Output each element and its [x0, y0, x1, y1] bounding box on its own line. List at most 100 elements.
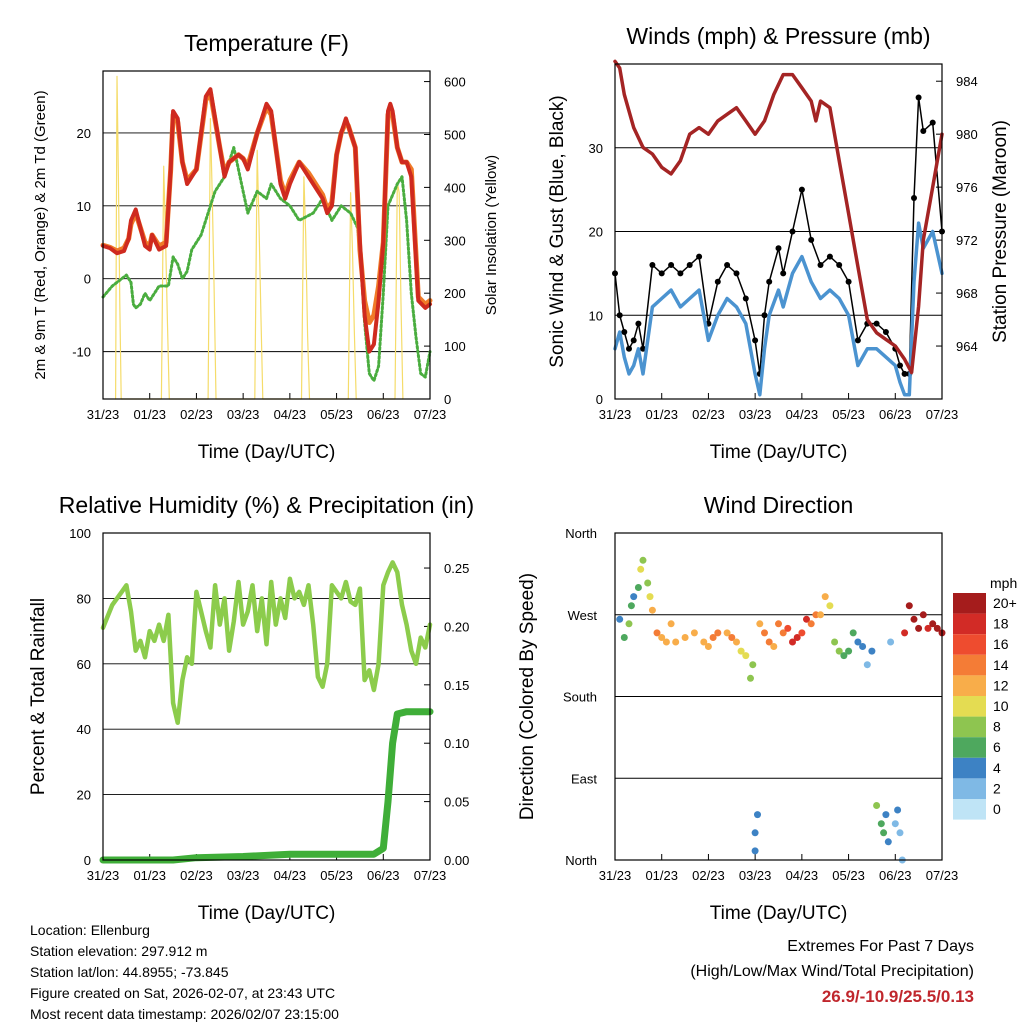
direction-point — [896, 829, 904, 837]
rh-ytick-label: 20 — [77, 788, 91, 803]
wdir-frame — [614, 532, 943, 861]
rh-y2tick-label: 0.15 — [444, 678, 469, 693]
wdir-xtick-label: 06/23 — [879, 868, 912, 883]
direction-point — [840, 652, 848, 660]
rh-ytick-label: 0 — [84, 853, 91, 868]
direction-point — [681, 634, 689, 641]
direction-point — [798, 629, 806, 637]
direction-point — [905, 602, 913, 610]
temp-y2tick-label: 0 — [444, 392, 451, 407]
direction-point — [929, 620, 937, 628]
speed-legend-label: 12 — [993, 677, 1009, 693]
winds-ytick-label: 10 — [589, 308, 603, 323]
direction-point — [803, 615, 810, 623]
extremes-box: Extremes For Past 7 Days (High/Low/Max W… — [690, 934, 974, 1009]
speed-legend-swatch — [953, 778, 986, 799]
temp-frame — [102, 70, 431, 400]
wdir-xtick-label: 07/23 — [926, 868, 959, 883]
direction-point — [919, 611, 927, 619]
speed-legend-label: 8 — [993, 719, 1001, 735]
wdir-xlabel: Time (Day/UTC) — [710, 903, 848, 924]
speed-legend-label: 14 — [993, 657, 1009, 673]
wdir-ytick-label: North — [565, 526, 597, 541]
temp-ytick-label: 20 — [77, 126, 91, 141]
rh-line — [100, 560, 433, 725]
temp-y2tick-label: 100 — [444, 339, 466, 354]
direction-point — [880, 829, 888, 837]
winds-xtick-label: 02/23 — [692, 407, 725, 422]
temp-xtick-label: 31/23 — [87, 407, 120, 422]
direction-point — [924, 624, 932, 632]
direction-point — [784, 624, 792, 632]
winds-y2tick-label: 984 — [956, 74, 978, 89]
direction-point — [620, 634, 628, 641]
direction-point — [754, 811, 761, 819]
rh-xtick-label: 04/23 — [274, 868, 307, 883]
temp-y2tick-label: 200 — [444, 286, 466, 301]
pressure-line — [613, 59, 944, 375]
direction-point — [877, 820, 885, 828]
winds-y2tick-label: 976 — [956, 180, 978, 195]
winds-xtick-label: 01/23 — [645, 407, 678, 422]
direction-point — [648, 606, 656, 614]
wdir-title: Wind Direction — [704, 492, 854, 518]
wdir-xtick-label: 02/23 — [692, 868, 725, 883]
speed-legend-swatch — [953, 737, 986, 758]
direction-point — [690, 629, 698, 637]
winds-xtick-label: 07/23 — [926, 407, 959, 422]
direction-point — [634, 584, 642, 591]
direction-point — [859, 643, 867, 650]
direction-point — [849, 629, 857, 637]
rh-title: Relative Humidity (%) & Precipitation (i… — [59, 492, 474, 518]
direction-point — [627, 602, 635, 610]
rh-ytick-label: 40 — [77, 722, 91, 737]
info-elevation: Station elevation: 297.912 m — [30, 943, 208, 959]
direction-point — [873, 802, 881, 809]
winds-xtick-label: 05/23 — [832, 407, 865, 422]
direction-point — [894, 806, 902, 814]
temp-y2tick-label: 500 — [444, 127, 466, 142]
direction-point — [646, 593, 654, 601]
speed-legend-label: 4 — [993, 760, 1001, 776]
temp-xtick-label: 02/23 — [180, 407, 213, 422]
direction-point — [854, 638, 862, 646]
temp-y2label: Solar Insolation (Yellow) — [483, 155, 500, 315]
wdir-xtick-label: 03/23 — [739, 868, 772, 883]
direction-point — [653, 629, 661, 637]
speed-legend-swatch — [953, 593, 986, 614]
wdir-ytick-label: South — [563, 690, 597, 705]
winds-xtick-label: 31/23 — [599, 407, 632, 422]
direction-point — [751, 829, 759, 837]
direction-point — [910, 615, 918, 623]
temp-ytick-label: -10 — [72, 345, 91, 360]
winds-title: Winds (mph) & Pressure (mb) — [626, 23, 930, 49]
direction-point — [835, 647, 843, 655]
rh-y2tick-label: 0.25 — [444, 561, 469, 576]
wdir-ytick-label: East — [571, 771, 597, 786]
direction-point — [765, 638, 773, 646]
direction-point — [884, 838, 892, 846]
direction-point — [891, 820, 899, 828]
speed-legend-label: 0 — [993, 801, 1001, 817]
speed-legend-label: 18 — [993, 616, 1009, 632]
rh-xtick-label: 02/23 — [180, 868, 213, 883]
direction-point — [770, 643, 778, 650]
winds-y2label: Station Pressure (Maroon) — [990, 120, 1011, 343]
temp-y2tick-label: 600 — [444, 75, 466, 90]
rh-xtick-label: 06/23 — [367, 868, 400, 883]
rh-y2tick-label: 0.05 — [444, 795, 469, 810]
rh-ytick-label: 100 — [69, 526, 91, 541]
temp-ytick-label: 0 — [84, 272, 91, 287]
direction-point — [639, 556, 647, 564]
temp-y2tick-label: 300 — [444, 233, 466, 248]
direction-point — [789, 638, 796, 646]
direction-point — [868, 647, 876, 655]
direction-point — [625, 620, 633, 628]
winds-ylabel: Sonic Wind & Gust (Blue, Black) — [547, 95, 568, 367]
direction-point — [887, 638, 895, 646]
temp-ytick-label: 10 — [77, 199, 91, 214]
wdir-xtick-label: 05/23 — [832, 868, 865, 883]
wdir-xtick-label: 31/23 — [599, 868, 632, 883]
direction-point — [775, 620, 782, 628]
wdir-ytick-label: West — [568, 608, 598, 623]
